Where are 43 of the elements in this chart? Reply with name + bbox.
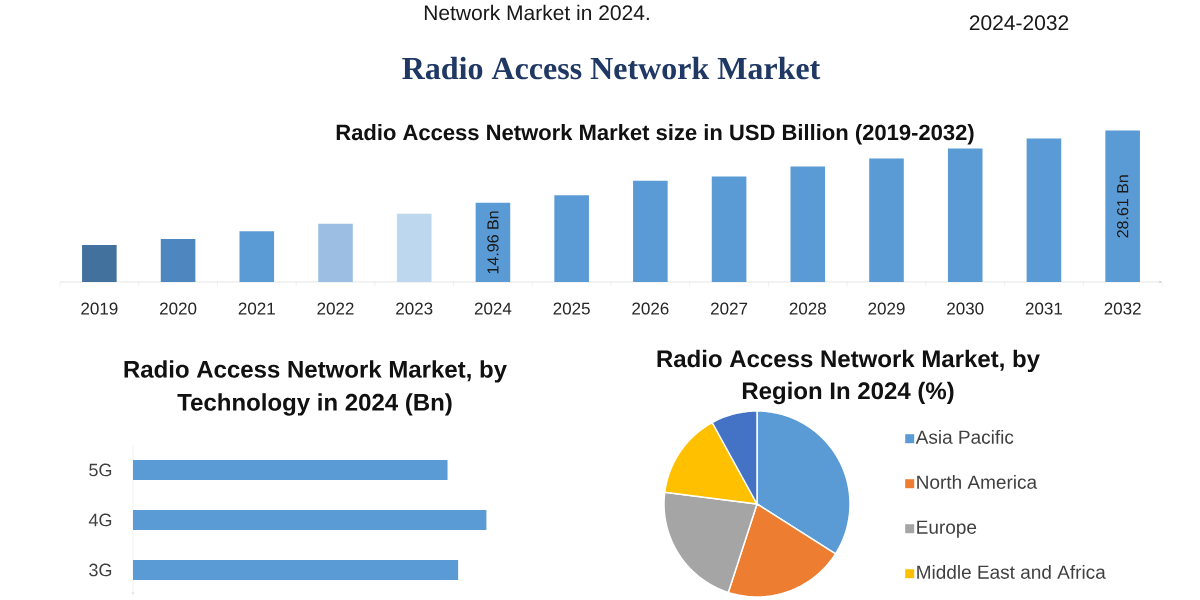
bar bbox=[554, 195, 589, 282]
y-tick-label: 5G bbox=[89, 463, 112, 477]
bar bbox=[947, 148, 983, 282]
text: Network Market in 2024. bbox=[424, 4, 649, 21]
y-tick-label: 3G bbox=[89, 563, 112, 577]
x-tick-label: 2027 bbox=[711, 302, 748, 315]
bar bbox=[318, 223, 353, 282]
legend-label: Asia Pacific bbox=[915, 429, 1014, 444]
bar bbox=[633, 180, 668, 282]
x-tick-label: 2021 bbox=[238, 302, 275, 315]
bar bbox=[869, 158, 904, 282]
bar bbox=[1105, 130, 1140, 282]
legend-label: North America bbox=[917, 474, 1038, 489]
bar bbox=[396, 213, 432, 282]
bar bbox=[711, 176, 747, 282]
x-tick-label: 2026 bbox=[632, 302, 669, 315]
bar bbox=[1026, 138, 1062, 282]
bar bbox=[475, 202, 511, 282]
x-tick-label: 2032 bbox=[1104, 302, 1141, 315]
y-tick-label: 4G bbox=[88, 513, 112, 527]
chart-title: Radio Access Network Market, by Region In 2024 (%) bbox=[657, 349, 1040, 405]
data-label: 28.61 Bn bbox=[1116, 175, 1129, 238]
x-tick-label: 2019 bbox=[81, 302, 118, 315]
x-tick-label: 2029 bbox=[868, 302, 905, 315]
bar bbox=[82, 244, 117, 282]
x-tick-label: 2022 bbox=[317, 302, 354, 315]
bar bbox=[160, 239, 196, 282]
x-tick-label: 2028 bbox=[789, 302, 826, 315]
bar bbox=[790, 166, 826, 282]
data-label: 14.96 Bn bbox=[487, 211, 499, 274]
x-tick-label: 2030 bbox=[947, 302, 984, 315]
legend-label: Middle East and Africa bbox=[917, 564, 1106, 579]
x-tick-label: 2023 bbox=[396, 302, 433, 315]
chart-subtitle: Radio Access Network Market size in USD Billion (2019-2032) bbox=[336, 124, 974, 145]
x-tick-label: 2020 bbox=[160, 302, 197, 315]
chart-title: Radio Access Network Market, by Technology in 2024 (Bn) bbox=[124, 360, 507, 416]
legend-label: Europe bbox=[917, 520, 977, 538]
text: 2024-2032 bbox=[969, 15, 1069, 31]
x-tick-label: 2024 bbox=[474, 302, 512, 315]
x-tick-label: 2025 bbox=[553, 302, 590, 315]
chart-title: Radio Access Network Market bbox=[402, 56, 821, 80]
x-tick-label: 2031 bbox=[1025, 302, 1063, 315]
bar bbox=[239, 231, 275, 282]
